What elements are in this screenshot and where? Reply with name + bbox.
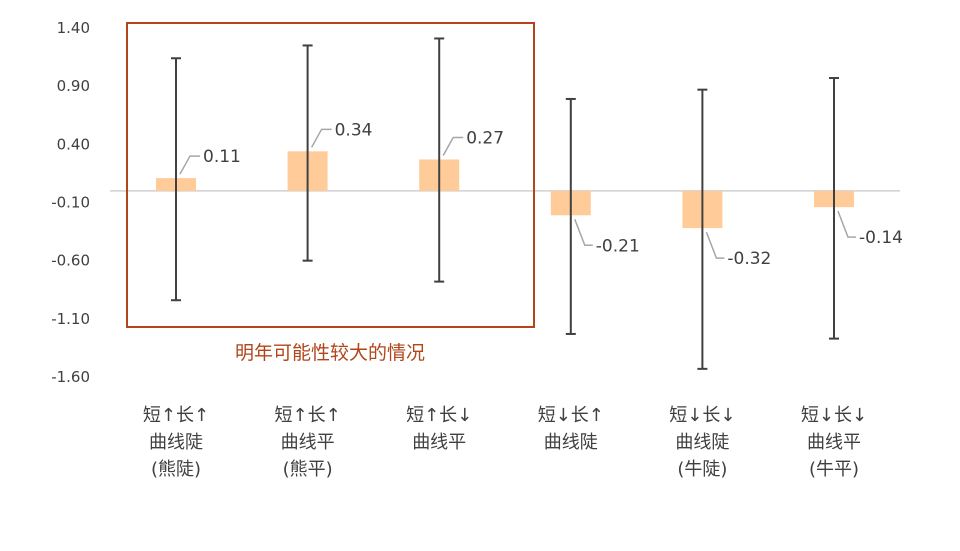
category-label: 短↑长↑ 曲线陡 (熊陡) <box>116 402 236 483</box>
category-label: 短↓长↓ 曲线平 (牛平) <box>774 402 894 483</box>
category-label-line: 短↓长↑ <box>537 405 604 426</box>
y-tick-label: -1.10 <box>51 310 90 328</box>
y-tick-label: -0.10 <box>51 194 90 212</box>
category-label: 短↓长↑ 曲线陡 <box>511 402 631 456</box>
highlight-box-label: 明年可能性较大的情况 <box>235 342 425 364</box>
error-bar <box>565 97 576 335</box>
data-label: 0.11 <box>179 147 241 175</box>
y-tick-label: -1.60 <box>51 368 90 386</box>
category-label-line: 短↑长↓ <box>406 405 473 426</box>
svg-text:-0.21: -0.21 <box>596 236 640 256</box>
category-label-line: 曲线平 <box>280 432 335 453</box>
category-label-line: 曲线陡 <box>675 432 730 453</box>
category-label-line: (牛陡) <box>677 459 728 480</box>
error-bars <box>171 37 839 370</box>
category-label-line: 短↓长↓ <box>669 405 736 426</box>
highlight-box <box>126 22 535 328</box>
y-axis-ticks: 1.40 0.90 0.40 -0.10 -0.60 -1.10 -1.60 <box>51 19 90 386</box>
svg-text:0.34: 0.34 <box>335 120 373 140</box>
y-tick-label: 1.40 <box>57 19 90 37</box>
error-bar <box>697 88 708 370</box>
category-label-line: (牛平) <box>808 459 860 480</box>
category-label-line: 短↓长↓ <box>800 405 868 426</box>
error-bar <box>829 77 839 340</box>
category-label-line: (熊陡) <box>150 459 202 480</box>
bars <box>156 151 854 229</box>
svg-text:0.11: 0.11 <box>203 147 241 167</box>
y-tick-label: 0.40 <box>57 135 90 153</box>
data-label: -0.14 <box>837 210 903 248</box>
data-labels: 0.11 0.34 0.27 -0.21 -0.32 -0.14 <box>179 120 903 269</box>
y-tick-label: -0.60 <box>51 252 90 270</box>
data-label: -0.21 <box>574 219 640 256</box>
svg-text:-0.32: -0.32 <box>727 249 771 269</box>
svg-text:0.27: 0.27 <box>466 128 504 148</box>
category-label-line: 短↑长↑ <box>142 405 210 426</box>
data-label: 0.27 <box>442 128 504 156</box>
category-label-line: 曲线陡 <box>149 432 203 453</box>
category-label: 短↓长↓ 曲线陡 (牛陡) <box>642 402 762 483</box>
category-label-line: (熊平) <box>282 459 333 480</box>
svg-text:-0.14: -0.14 <box>859 228 903 248</box>
error-bar <box>434 37 445 283</box>
category-label-line: 曲线平 <box>807 432 861 453</box>
category-label-line: 短↑长↑ <box>274 405 341 426</box>
error-bar <box>302 44 313 262</box>
category-label-line: 曲线陡 <box>543 432 598 453</box>
y-tick-label: 0.90 <box>57 77 90 95</box>
category-label-line: 曲线平 <box>412 432 467 453</box>
data-label: -0.32 <box>705 231 771 269</box>
category-label: 短↑长↓ 曲线平 <box>379 402 499 456</box>
error-bar <box>171 57 181 302</box>
category-label: 短↑长↑ 曲线平 (熊平) <box>248 402 368 483</box>
data-label: 0.34 <box>310 120 373 148</box>
